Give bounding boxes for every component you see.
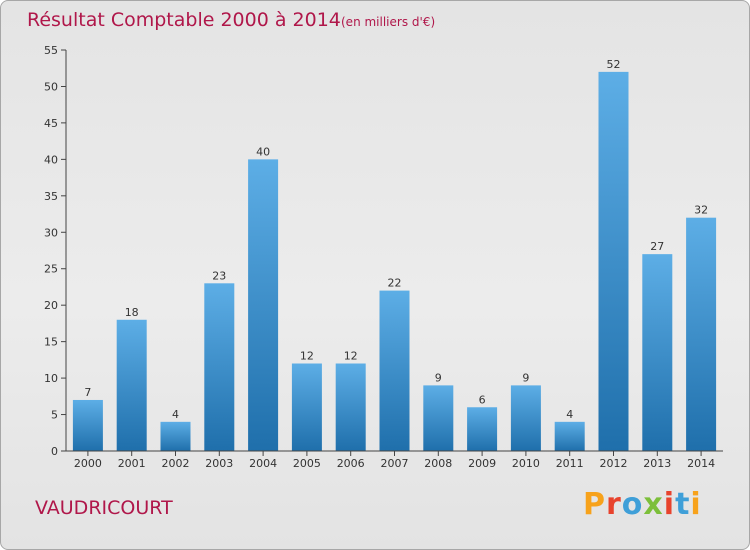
- y-tick-label: 25: [44, 263, 58, 276]
- data-label: 23: [212, 269, 226, 282]
- bar-2007: [379, 290, 410, 451]
- x-tick-label: 2008: [424, 457, 452, 470]
- x-tick-label: 2006: [337, 457, 365, 470]
- x-tick-label: 2014: [687, 457, 715, 470]
- data-label: 32: [694, 204, 708, 217]
- data-label: 52: [607, 58, 621, 71]
- brand-letter: r: [606, 487, 622, 522]
- bar-2002: [160, 421, 191, 451]
- bar-2003: [204, 283, 235, 451]
- bar-2013: [642, 254, 673, 451]
- data-label: 12: [344, 350, 358, 363]
- y-tick-label: 50: [44, 80, 58, 93]
- y-tick-label: 15: [44, 336, 58, 349]
- y-tick-label: 45: [44, 117, 58, 130]
- place-name: VAUDRICOURT: [35, 497, 173, 519]
- x-tick-label: 2012: [600, 457, 628, 470]
- bar-2004: [248, 159, 279, 451]
- y-tick-label: 10: [44, 372, 58, 385]
- y-tick-label: 30: [44, 226, 58, 239]
- bars-group: 7 18 4 23 40 12 12 22 9 6 9 4 52 27 32: [72, 58, 717, 451]
- brand-letter: i: [690, 487, 702, 522]
- x-tick-label: 2013: [643, 457, 671, 470]
- data-label: 7: [84, 386, 91, 399]
- y-tick-label: 35: [44, 190, 58, 203]
- data-label: 12: [300, 350, 314, 363]
- x-tick-label: 2000: [74, 457, 102, 470]
- brand-letter: o: [621, 487, 644, 522]
- data-label: 4: [172, 408, 179, 421]
- data-label: 27: [650, 240, 664, 253]
- data-label: 22: [388, 277, 402, 290]
- data-label: 9: [435, 371, 442, 384]
- bar-2014: [686, 217, 717, 451]
- chart-title: Résultat Comptable 2000 à 2014: [27, 9, 341, 31]
- x-tick-label: 2003: [205, 457, 233, 470]
- bar-2001: [116, 319, 147, 451]
- bar-2009: [467, 407, 498, 451]
- bar-2010: [510, 385, 541, 451]
- data-label: 4: [566, 408, 573, 421]
- brand-letter: t: [675, 487, 691, 522]
- x-tick-label: 2001: [118, 457, 146, 470]
- brand-letter: P: [583, 487, 606, 522]
- y-tick-label: 55: [44, 44, 58, 57]
- bar-2000: [72, 399, 103, 451]
- x-axis: 2000 2001 2002 2003 2004 2005 2006 2007 2008 2009…: [66, 450, 723, 470]
- y-tick-label: 40: [44, 153, 58, 166]
- y-tick-label: 5: [51, 409, 58, 422]
- x-tick-label: 2004: [249, 457, 277, 470]
- proxiti-logo: Proxiti: [583, 487, 702, 522]
- bar-2011: [554, 421, 585, 451]
- chart-subtitle: (en milliers d'€): [341, 15, 435, 29]
- bar-2008: [423, 385, 454, 451]
- x-tick-label: 2010: [512, 457, 540, 470]
- x-tick-label: 2007: [381, 457, 409, 470]
- x-tick-label: 2002: [162, 457, 190, 470]
- bar-2006: [335, 363, 366, 451]
- y-tick-label: 20: [44, 299, 58, 312]
- y-tick-label: 0: [51, 445, 58, 458]
- data-label: 18: [125, 306, 139, 319]
- y-axis: 0 5 10 15 20 25 30 35 40 45 50 55: [44, 44, 67, 458]
- x-tick-label: 2009: [468, 457, 496, 470]
- brand-letter: i: [663, 487, 676, 522]
- brand-letter: x: [643, 487, 664, 522]
- x-tick-label: 2011: [556, 457, 584, 470]
- bar-2012: [598, 71, 629, 451]
- data-label: 40: [256, 145, 270, 158]
- data-label: 6: [479, 393, 486, 406]
- bar-2005: [291, 363, 322, 451]
- data-label: 9: [522, 371, 529, 384]
- x-tick-label: 2005: [293, 457, 321, 470]
